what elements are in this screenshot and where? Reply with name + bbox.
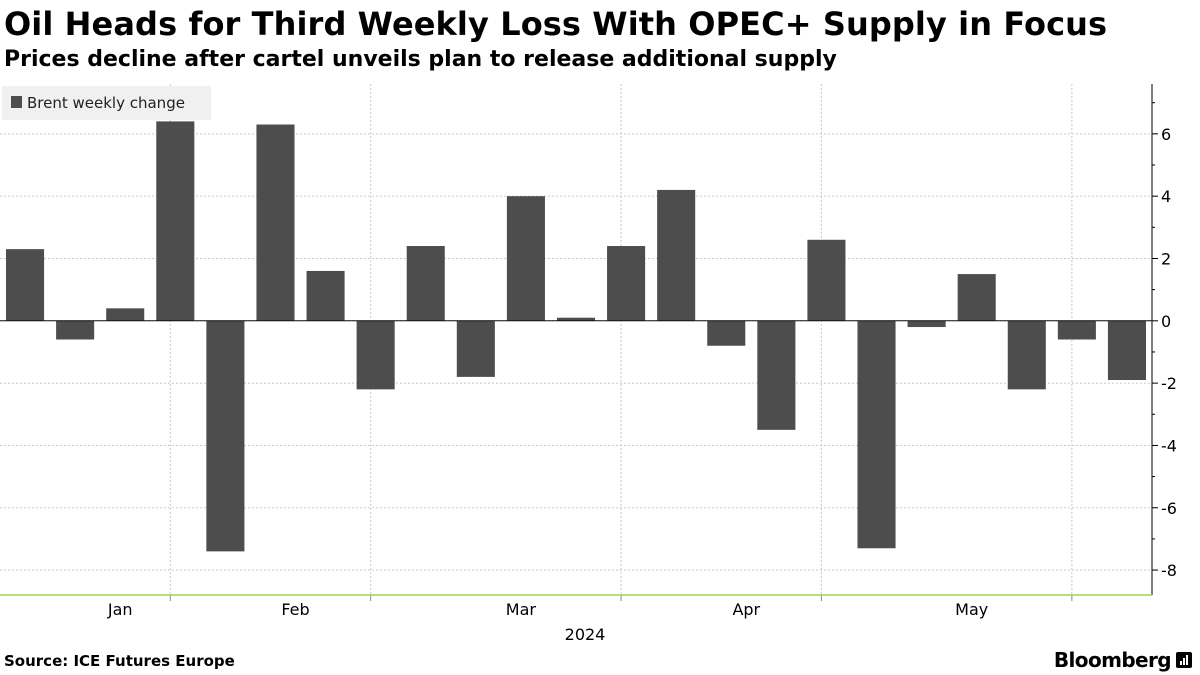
bar xyxy=(857,320,896,549)
bar xyxy=(907,320,946,328)
bar xyxy=(657,189,696,321)
brand-name: Bloomberg xyxy=(1053,648,1172,672)
legend-background xyxy=(2,86,211,120)
axes: 6 4 2 0 -2 -4 -6 -8 Jan Feb Mar Apr May 2024 xyxy=(0,84,1177,640)
bar xyxy=(957,274,996,321)
bar xyxy=(807,239,846,321)
source-note: Source: ICE Futures Europe xyxy=(4,652,235,670)
y-tick-label: -8 xyxy=(1161,561,1177,580)
x-tick-label: May xyxy=(955,600,988,619)
bar xyxy=(757,320,796,430)
bar xyxy=(6,249,45,321)
bar xyxy=(1007,320,1046,390)
bar xyxy=(156,121,195,321)
bar xyxy=(406,246,445,321)
brand-logo: Bloomberg xyxy=(1054,646,1192,674)
bar xyxy=(256,124,295,321)
x-tick-label: Mar xyxy=(506,600,537,619)
bar xyxy=(1107,320,1146,381)
bar xyxy=(206,320,245,552)
y-tick-label: 0 xyxy=(1161,312,1171,331)
bar-chart: 6 4 2 0 -2 -4 -6 -8 Jan Feb Mar Apr May 2024 Brent we… xyxy=(0,84,1177,640)
y-tick-label: -6 xyxy=(1161,499,1177,518)
bar xyxy=(56,320,95,340)
bars xyxy=(6,121,1146,552)
bar xyxy=(556,317,596,321)
legend-swatch xyxy=(11,96,22,108)
bar xyxy=(1057,320,1096,340)
legend-entry: Brent weekly change xyxy=(27,94,185,112)
chart-title: Oil Heads for Third Weekly Loss With OPE… xyxy=(4,5,1108,43)
x-year-label: 2024 xyxy=(565,625,606,640)
x-tick-label: Feb xyxy=(281,600,309,619)
bar xyxy=(607,246,646,321)
bar xyxy=(356,320,395,390)
bar xyxy=(456,320,495,377)
bar xyxy=(306,270,345,321)
bar xyxy=(106,308,145,321)
y-tick-label: 6 xyxy=(1161,125,1171,144)
x-tick-label: Apr xyxy=(732,600,760,619)
y-tick-label: 2 xyxy=(1161,249,1171,268)
y-tick-label: -4 xyxy=(1161,436,1177,455)
y-tick-label: 4 xyxy=(1161,187,1171,206)
legend: Brent weekly change xyxy=(2,86,211,120)
y-tick-label: -2 xyxy=(1161,374,1177,393)
x-tick-label: Jan xyxy=(107,600,133,619)
chart-subtitle: Prices decline after cartel unveils plan… xyxy=(4,47,837,72)
bar xyxy=(506,196,545,321)
bloomberg-terminal-icon xyxy=(1176,652,1192,668)
bar xyxy=(707,320,746,346)
